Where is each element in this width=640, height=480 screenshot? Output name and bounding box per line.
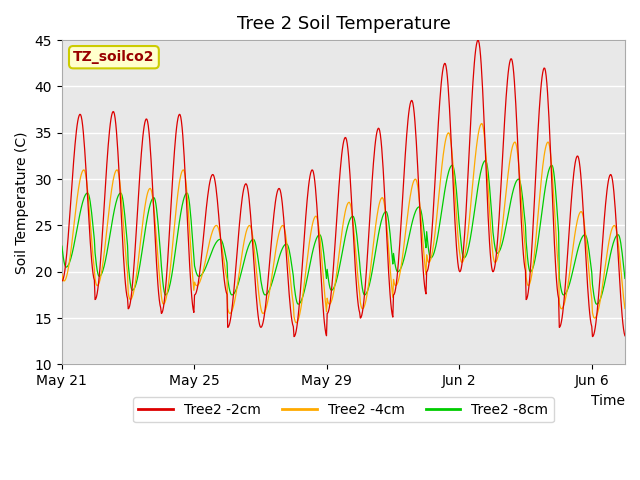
Title: Tree 2 Soil Temperature: Tree 2 Soil Temperature — [237, 15, 451, 33]
X-axis label: Time: Time — [591, 394, 625, 408]
Y-axis label: Soil Temperature (C): Soil Temperature (C) — [15, 131, 29, 274]
Text: TZ_soilco2: TZ_soilco2 — [73, 50, 155, 64]
Legend: Tree2 -2cm, Tree2 -4cm, Tree2 -8cm: Tree2 -2cm, Tree2 -4cm, Tree2 -8cm — [133, 397, 554, 422]
